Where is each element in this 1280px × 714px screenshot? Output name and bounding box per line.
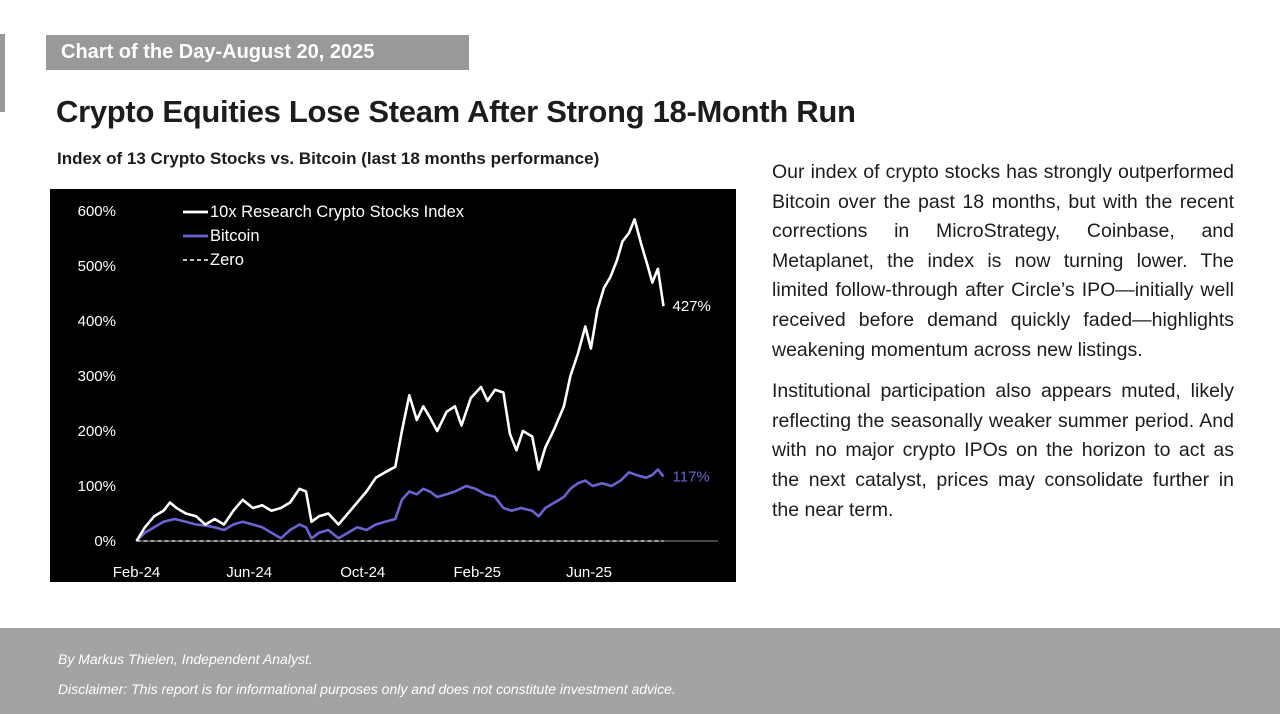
commentary-paragraph-2: Institutional participation also appears…: [772, 380, 1234, 521]
x-tick-label: Jun-25: [566, 564, 612, 581]
series-end-label: 117%: [673, 469, 710, 486]
commentary: Our index of crypto stocks has strongly …: [772, 158, 1234, 537]
page-title: Crypto Equities Lose Steam After Strong …: [56, 94, 856, 129]
x-tick-label: Jun-24: [226, 564, 272, 581]
chart-panel: 0% 100% 200% 300% 400% 500% 600% Feb-24 Jun-24 Oc…: [50, 189, 736, 582]
y-tick-label: 300%: [78, 368, 116, 385]
x-tick-label: Feb-25: [454, 564, 502, 581]
x-tick-label: Feb-24: [113, 564, 161, 581]
left-edge-bar: [0, 34, 5, 112]
y-tick-label: 500%: [78, 258, 116, 275]
y-tick-label: 100%: [78, 478, 116, 495]
legend-entry: 10x Research Crypto Stocks Index: [210, 203, 465, 221]
footer: By Markus Thielen, Independent Analyst. …: [0, 628, 1280, 714]
y-tick-label: 600%: [78, 203, 116, 220]
banner-text: Chart of the Day-August 20, 2025: [61, 41, 375, 63]
series-end-label: 427%: [673, 298, 711, 315]
series-line-bitcoin: [135, 468, 665, 542]
legend-entry: Bitcoin: [210, 227, 260, 245]
date-banner: Chart of the Day-August 20, 2025: [46, 35, 469, 70]
line-chart: 0% 100% 200% 300% 400% 500% 600% Feb-24 Jun-24 Oc…: [78, 203, 718, 581]
x-tick-label: Oct-24: [340, 564, 385, 581]
chart-title: Index of 13 Crypto Stocks vs. Bitcoin (l…: [57, 149, 600, 168]
legend-entry: Zero: [210, 251, 244, 269]
commentary-paragraph-1: Our index of crypto stocks has strongly …: [772, 161, 1234, 361]
y-tick-label: 200%: [78, 423, 116, 440]
y-tick-label: 0%: [94, 533, 116, 550]
author-line: By Markus Thielen, Independent Analyst.: [58, 651, 313, 667]
y-tick-label: 400%: [78, 313, 116, 330]
disclaimer-line: Disclaimer: This report is for informati…: [58, 681, 676, 697]
series-line-10x-research-crypto-stocks-index: [135, 217, 665, 542]
